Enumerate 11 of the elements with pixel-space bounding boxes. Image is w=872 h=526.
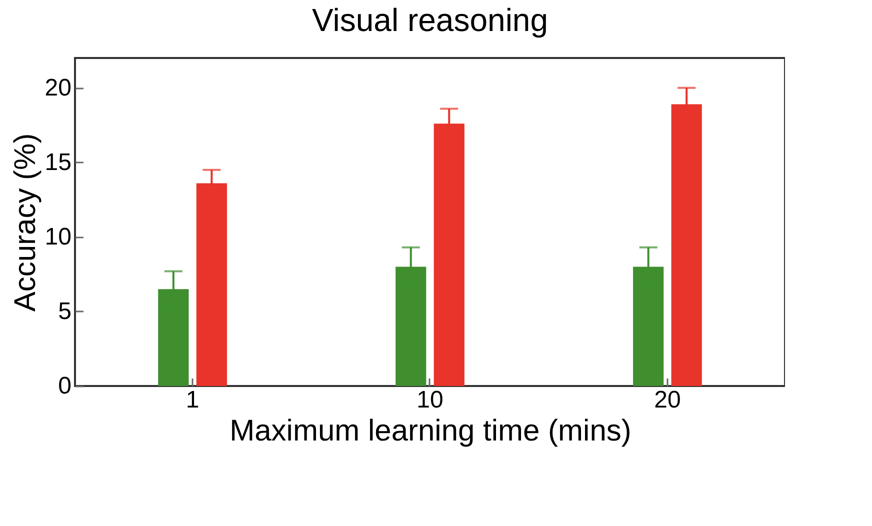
- y-tick-label: 5: [58, 298, 72, 325]
- y-tick-label: 0: [58, 372, 72, 400]
- x-axis-title: Maximum learning time (mins): [230, 414, 632, 448]
- chart-title: Visual reasoning: [312, 2, 548, 38]
- y-tick-label: 20: [44, 74, 72, 102]
- y-axis-title: Accuracy (%): [8, 133, 42, 312]
- x-tick-label: 10: [416, 386, 444, 414]
- y-tick-label: 15: [44, 148, 72, 176]
- y-tick-label: 10: [44, 223, 72, 250]
- x-tick-label: 1: [186, 386, 200, 414]
- x-tick-label: 20: [654, 386, 681, 414]
